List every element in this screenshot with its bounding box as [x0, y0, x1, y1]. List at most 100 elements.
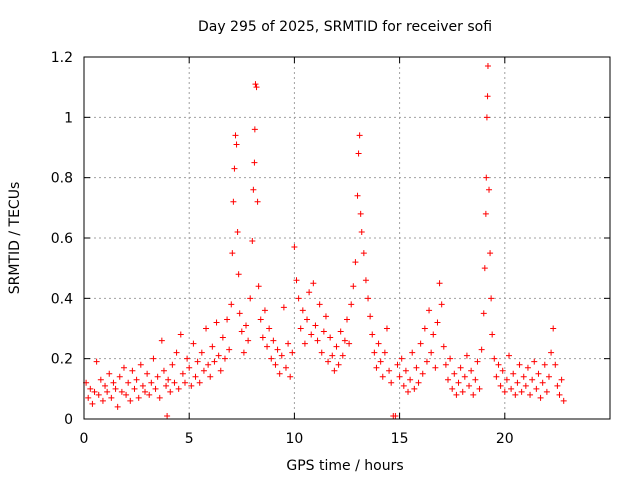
chart-title: Day 295 of 2025, SRMTID for receiver sof…	[198, 19, 492, 35]
data-point	[274, 346, 281, 353]
data-point	[230, 198, 237, 205]
data-point	[278, 352, 285, 359]
data-point	[171, 379, 178, 386]
data-point	[247, 295, 254, 302]
data-point	[169, 361, 176, 368]
data-point	[120, 364, 127, 371]
data-point	[527, 391, 534, 398]
data-point	[110, 379, 117, 386]
data-point	[447, 355, 454, 362]
data-point	[461, 373, 468, 380]
data-point	[552, 361, 559, 368]
data-point	[360, 250, 367, 257]
data-point	[154, 373, 161, 380]
x-tick-label: 20	[496, 431, 514, 447]
data-point	[205, 361, 212, 368]
data-point	[252, 81, 259, 88]
data-point	[510, 370, 517, 377]
data-point	[97, 376, 104, 383]
data-point	[531, 358, 538, 365]
data-point	[413, 364, 420, 371]
data-point	[489, 331, 496, 338]
data-point	[186, 364, 193, 371]
data-point	[383, 325, 390, 332]
data-point	[457, 364, 464, 371]
data-point	[476, 385, 483, 392]
data-point	[148, 379, 155, 386]
data-point	[444, 376, 451, 383]
data-point	[221, 355, 228, 362]
data-point	[362, 277, 369, 284]
data-point	[93, 358, 100, 365]
data-point	[106, 370, 113, 377]
data-point	[268, 355, 275, 362]
data-point	[270, 337, 277, 344]
data-point	[468, 367, 475, 374]
data-point	[167, 388, 174, 395]
data-point	[451, 370, 458, 377]
data-point	[211, 358, 218, 365]
data-point	[118, 388, 125, 395]
data-point	[266, 325, 273, 332]
data-point	[488, 295, 495, 302]
data-point	[99, 397, 106, 404]
data-point	[276, 370, 283, 377]
data-point	[348, 301, 355, 308]
data-point	[251, 159, 258, 166]
data-point	[104, 388, 111, 395]
data-point	[314, 337, 321, 344]
data-point	[407, 376, 414, 383]
data-point	[198, 349, 205, 356]
data-point	[394, 361, 401, 368]
data-point	[459, 388, 466, 395]
data-point	[377, 358, 384, 365]
data-point	[524, 364, 531, 371]
data-point	[299, 307, 306, 314]
data-point	[116, 373, 123, 380]
data-point	[85, 394, 92, 401]
data-point	[229, 250, 236, 257]
data-point	[249, 238, 256, 245]
data-point	[139, 382, 146, 389]
data-point	[287, 373, 294, 380]
data-point	[95, 391, 102, 398]
data-point	[483, 114, 490, 121]
data-point	[508, 385, 515, 392]
data-point	[163, 382, 170, 389]
data-point	[483, 174, 490, 181]
y-tick-label: 0.2	[51, 352, 73, 368]
data-point	[160, 367, 167, 374]
data-point	[522, 382, 529, 389]
data-point	[231, 165, 238, 172]
y-tick-label: 1.2	[51, 50, 73, 66]
data-point	[89, 400, 96, 407]
data-point	[516, 361, 523, 368]
data-point	[200, 367, 207, 374]
data-point	[537, 394, 544, 401]
data-point	[426, 307, 433, 314]
data-point	[235, 271, 242, 278]
axis-ticks	[83, 56, 610, 420]
data-point	[556, 391, 563, 398]
data-point	[233, 141, 240, 148]
data-point	[192, 373, 199, 380]
data-point	[112, 385, 119, 392]
data-point	[87, 385, 94, 392]
data-point	[449, 385, 456, 392]
data-point	[102, 382, 109, 389]
data-point	[560, 397, 567, 404]
data-point	[127, 397, 134, 404]
data-point	[415, 379, 422, 386]
data-point	[339, 352, 346, 359]
data-point	[308, 331, 315, 338]
data-point	[550, 325, 557, 332]
data-point	[301, 340, 308, 347]
data-point	[144, 370, 151, 377]
data-point	[91, 388, 98, 395]
data-point	[322, 313, 329, 320]
data-point	[396, 373, 403, 380]
data-point	[436, 280, 443, 287]
data-point	[137, 361, 144, 368]
data-point	[243, 322, 250, 329]
